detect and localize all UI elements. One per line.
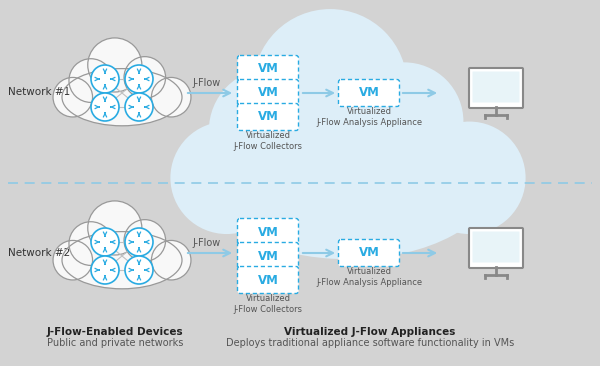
- FancyBboxPatch shape: [238, 104, 299, 131]
- Text: J-Flow: J-Flow: [193, 78, 221, 88]
- Text: VM: VM: [257, 273, 278, 287]
- Circle shape: [125, 65, 153, 93]
- Circle shape: [151, 240, 191, 280]
- Text: VM: VM: [257, 250, 278, 262]
- Circle shape: [209, 68, 333, 193]
- FancyBboxPatch shape: [469, 68, 523, 108]
- Circle shape: [88, 38, 142, 92]
- FancyBboxPatch shape: [238, 266, 299, 294]
- FancyBboxPatch shape: [238, 243, 299, 269]
- Text: Virtualized
J-Flow Collectors: Virtualized J-Flow Collectors: [233, 131, 302, 151]
- Text: VM: VM: [359, 246, 379, 259]
- Circle shape: [413, 122, 526, 234]
- Circle shape: [88, 201, 142, 255]
- Circle shape: [69, 222, 113, 265]
- FancyBboxPatch shape: [338, 239, 400, 266]
- Ellipse shape: [62, 232, 182, 289]
- Text: VM: VM: [257, 111, 278, 123]
- Text: VM: VM: [257, 86, 278, 100]
- Text: VM: VM: [257, 63, 278, 75]
- Circle shape: [91, 256, 119, 284]
- Circle shape: [53, 240, 92, 280]
- Text: Virtualized
J-Flow Collectors: Virtualized J-Flow Collectors: [233, 294, 302, 314]
- Text: Network #2: Network #2: [8, 248, 70, 258]
- Ellipse shape: [62, 68, 182, 126]
- Circle shape: [91, 228, 119, 256]
- Circle shape: [345, 62, 463, 181]
- Text: Virtualized J-Flow Appliances: Virtualized J-Flow Appliances: [284, 327, 455, 337]
- Circle shape: [170, 122, 283, 234]
- FancyBboxPatch shape: [473, 232, 520, 262]
- FancyBboxPatch shape: [238, 56, 299, 82]
- Circle shape: [151, 78, 191, 117]
- Circle shape: [53, 78, 92, 117]
- Circle shape: [124, 57, 166, 98]
- FancyBboxPatch shape: [238, 219, 299, 246]
- Text: VM: VM: [257, 225, 278, 239]
- Circle shape: [124, 220, 166, 261]
- FancyBboxPatch shape: [338, 79, 400, 107]
- Circle shape: [125, 256, 153, 284]
- Circle shape: [125, 93, 153, 121]
- Circle shape: [125, 228, 153, 256]
- Text: J-Flow: J-Flow: [193, 238, 221, 248]
- Circle shape: [69, 59, 113, 102]
- Circle shape: [253, 9, 407, 163]
- Text: Public and private networks: Public and private networks: [47, 338, 183, 348]
- Text: VM: VM: [359, 86, 379, 100]
- FancyBboxPatch shape: [238, 79, 299, 107]
- Circle shape: [91, 65, 119, 93]
- FancyBboxPatch shape: [473, 71, 520, 102]
- Text: Virtualized
J-Flow Analysis Appliance: Virtualized J-Flow Analysis Appliance: [316, 107, 422, 127]
- FancyBboxPatch shape: [469, 228, 523, 268]
- Text: Virtualized
J-Flow Analysis Appliance: Virtualized J-Flow Analysis Appliance: [316, 267, 422, 287]
- Ellipse shape: [200, 96, 496, 259]
- Text: Deploys traditional appliance software functionality in VMs: Deploys traditional appliance software f…: [226, 338, 514, 348]
- Text: Network #1: Network #1: [8, 87, 70, 97]
- Circle shape: [91, 93, 119, 121]
- Text: J-Flow-Enabled Devices: J-Flow-Enabled Devices: [47, 327, 184, 337]
